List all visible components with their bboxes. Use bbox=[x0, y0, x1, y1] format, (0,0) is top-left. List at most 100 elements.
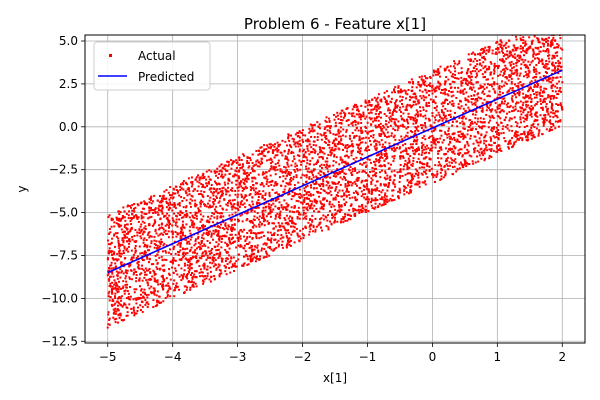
actual-point bbox=[159, 282, 162, 285]
actual-point bbox=[150, 242, 153, 245]
actual-point bbox=[208, 221, 211, 224]
actual-point bbox=[452, 150, 455, 153]
actual-point bbox=[489, 116, 492, 119]
actual-point bbox=[413, 100, 416, 103]
actual-point bbox=[451, 148, 454, 151]
actual-point bbox=[545, 119, 548, 122]
actual-point bbox=[126, 272, 129, 275]
actual-point bbox=[210, 251, 213, 254]
actual-point bbox=[345, 128, 348, 131]
actual-point bbox=[166, 295, 169, 298]
actual-point bbox=[237, 231, 240, 234]
actual-point bbox=[256, 244, 259, 247]
actual-point bbox=[224, 183, 227, 186]
actual-point bbox=[193, 216, 196, 219]
actual-point bbox=[194, 282, 197, 285]
actual-point bbox=[432, 140, 435, 143]
actual-point bbox=[245, 237, 248, 240]
actual-point bbox=[131, 278, 134, 281]
actual-point bbox=[225, 203, 228, 206]
actual-point bbox=[268, 158, 271, 161]
actual-point bbox=[308, 143, 311, 146]
actual-point bbox=[336, 220, 339, 223]
actual-point bbox=[521, 106, 524, 109]
actual-point bbox=[209, 187, 212, 190]
actual-point bbox=[510, 82, 513, 85]
actual-point bbox=[159, 209, 162, 212]
actual-point bbox=[513, 93, 516, 96]
actual-point bbox=[515, 130, 518, 133]
actual-point bbox=[123, 292, 126, 295]
actual-point bbox=[374, 202, 377, 205]
actual-point bbox=[453, 62, 456, 65]
actual-point bbox=[335, 171, 338, 174]
actual-point bbox=[224, 222, 227, 225]
actual-point bbox=[279, 237, 282, 240]
actual-point bbox=[524, 108, 527, 111]
actual-point bbox=[291, 220, 294, 223]
actual-point bbox=[349, 145, 352, 148]
actual-point bbox=[494, 52, 497, 55]
actual-point bbox=[229, 202, 232, 205]
actual-point bbox=[357, 208, 360, 211]
actual-point bbox=[377, 113, 380, 115]
actual-point bbox=[152, 299, 155, 302]
actual-point bbox=[315, 144, 318, 147]
actual-point bbox=[392, 109, 395, 112]
actual-point bbox=[483, 148, 486, 151]
actual-point bbox=[433, 90, 436, 93]
actual-point bbox=[477, 132, 480, 135]
actual-point bbox=[376, 198, 379, 201]
actual-point bbox=[200, 236, 203, 239]
actual-point bbox=[503, 118, 506, 121]
actual-point bbox=[414, 183, 417, 186]
actual-point bbox=[364, 130, 367, 133]
actual-point bbox=[218, 165, 221, 168]
actual-point bbox=[338, 210, 341, 213]
actual-point bbox=[156, 290, 159, 293]
actual-point bbox=[230, 181, 233, 184]
actual-point bbox=[452, 75, 455, 78]
actual-point bbox=[250, 219, 253, 222]
actual-point bbox=[230, 256, 233, 259]
actual-point bbox=[326, 160, 329, 163]
actual-point bbox=[333, 143, 336, 146]
actual-point bbox=[435, 175, 438, 178]
actual-point bbox=[404, 90, 407, 93]
actual-point bbox=[549, 45, 552, 48]
actual-point bbox=[251, 196, 254, 199]
actual-point bbox=[121, 287, 124, 290]
actual-point bbox=[215, 196, 218, 199]
actual-point bbox=[321, 156, 324, 159]
actual-point bbox=[215, 190, 218, 193]
actual-point bbox=[127, 231, 130, 234]
actual-point bbox=[289, 244, 292, 247]
actual-point bbox=[291, 210, 294, 213]
actual-point bbox=[140, 211, 143, 214]
actual-point bbox=[339, 221, 342, 224]
actual-point bbox=[509, 87, 512, 90]
actual-point bbox=[222, 175, 225, 178]
actual-point bbox=[419, 85, 422, 88]
actual-point bbox=[108, 251, 111, 254]
actual-point bbox=[412, 103, 415, 106]
actual-point bbox=[298, 139, 301, 142]
actual-point bbox=[394, 86, 397, 89]
actual-point bbox=[270, 145, 273, 148]
actual-point bbox=[459, 107, 462, 110]
actual-point bbox=[180, 279, 183, 282]
actual-point bbox=[162, 194, 165, 197]
actual-point bbox=[425, 110, 428, 113]
actual-point bbox=[210, 184, 213, 187]
actual-point bbox=[110, 241, 113, 244]
actual-point bbox=[559, 120, 562, 123]
actual-point bbox=[199, 213, 202, 216]
actual-point bbox=[491, 127, 494, 130]
actual-point bbox=[358, 135, 361, 138]
actual-point bbox=[120, 271, 123, 274]
actual-point bbox=[281, 171, 284, 174]
actual-point bbox=[479, 120, 482, 123]
actual-point bbox=[355, 191, 358, 194]
actual-point bbox=[456, 138, 459, 141]
actual-point bbox=[240, 159, 243, 161]
